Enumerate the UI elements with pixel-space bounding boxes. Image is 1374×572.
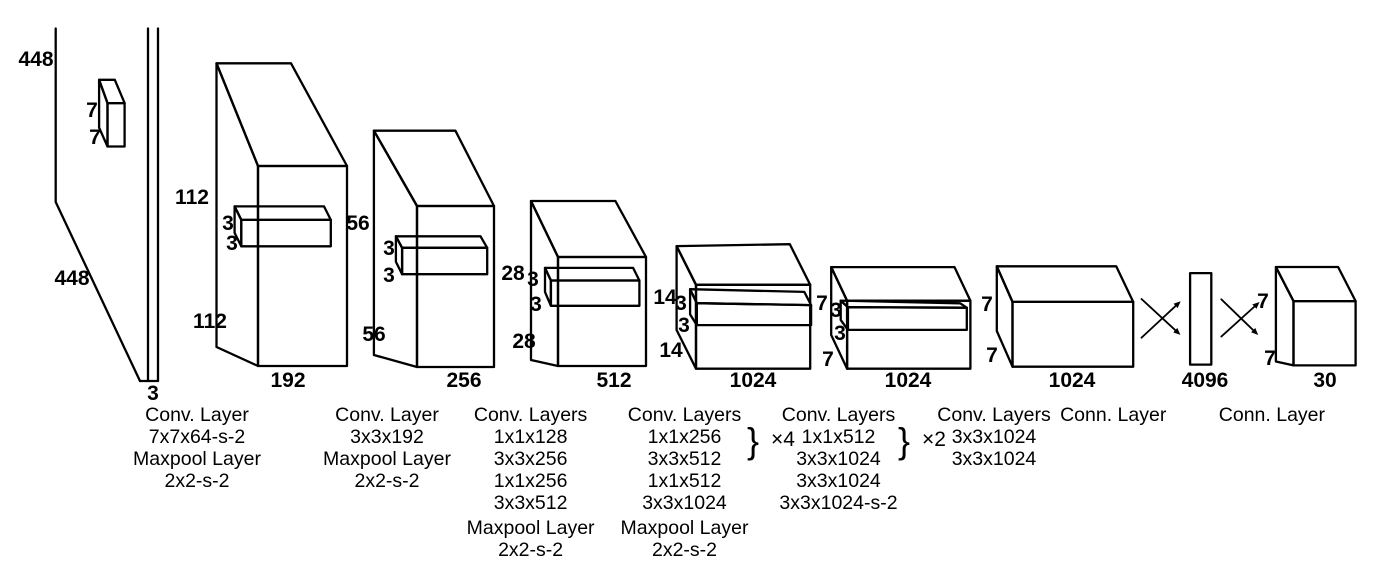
svg-text:}: }: [747, 420, 759, 461]
svg-text:7: 7: [89, 126, 101, 149]
svg-text:3x3x256: 3x3x256: [494, 448, 568, 470]
svg-text:2x2-s-2: 2x2-s-2: [498, 539, 563, 561]
svg-text:Conv. Layers: Conv. Layers: [628, 404, 742, 426]
svg-text:3x3x1024: 3x3x1024: [952, 448, 1037, 470]
svg-text:Conv. Layer: Conv. Layer: [145, 404, 249, 426]
svg-text:448: 448: [18, 48, 53, 71]
svg-text:1024: 1024: [730, 369, 777, 392]
svg-text:Conn. Layer: Conn. Layer: [1060, 404, 1167, 426]
svg-text:3: 3: [675, 292, 687, 315]
svg-text:3: 3: [830, 299, 842, 322]
svg-text:28: 28: [512, 330, 536, 353]
svg-text:3: 3: [383, 237, 395, 260]
svg-text:3: 3: [527, 268, 539, 291]
svg-text:1x1x256: 1x1x256: [648, 426, 722, 448]
svg-text:×2: ×2: [922, 428, 946, 451]
svg-text:7x7x64-s-2: 7x7x64-s-2: [149, 426, 245, 448]
svg-text:Conv. Layers: Conv. Layers: [474, 404, 588, 426]
svg-text:Conn. Layer: Conn. Layer: [1219, 404, 1326, 426]
svg-text:2x2-s-2: 2x2-s-2: [164, 470, 229, 492]
svg-text:Conv. Layers: Conv. Layers: [937, 404, 1051, 426]
svg-text:3: 3: [226, 232, 238, 255]
svg-text:2x2-s-2: 2x2-s-2: [652, 539, 717, 561]
svg-text:1024: 1024: [885, 369, 932, 392]
svg-text:Maxpool Layer: Maxpool Layer: [467, 517, 595, 539]
svg-text:3: 3: [383, 264, 395, 287]
svg-text:2x2-s-2: 2x2-s-2: [354, 470, 419, 492]
svg-text:7: 7: [1264, 347, 1276, 370]
svg-text:}: }: [898, 420, 910, 461]
svg-text:4096: 4096: [1182, 369, 1229, 392]
svg-text:7: 7: [986, 344, 998, 367]
svg-text:1024: 1024: [1049, 369, 1096, 392]
svg-text:7: 7: [816, 292, 828, 315]
svg-text:1x1x128: 1x1x128: [494, 426, 568, 448]
svg-text:7: 7: [981, 293, 993, 316]
svg-text:14: 14: [653, 286, 677, 309]
svg-text:3x3x1024: 3x3x1024: [796, 448, 881, 470]
svg-text:Maxpool Layer: Maxpool Layer: [621, 517, 749, 539]
svg-text:3: 3: [530, 293, 542, 316]
svg-text:1x1x256: 1x1x256: [494, 470, 568, 492]
svg-text:112: 112: [175, 186, 209, 209]
svg-text:Conv. Layer: Conv. Layer: [335, 404, 439, 426]
svg-text:3x3x512: 3x3x512: [494, 492, 568, 514]
svg-text:192: 192: [270, 369, 305, 392]
svg-text:3x3x1024-s-2: 3x3x1024-s-2: [779, 492, 897, 514]
svg-text:Conv. Layers: Conv. Layers: [782, 404, 896, 426]
svg-text:Maxpool Layer: Maxpool Layer: [133, 448, 261, 470]
svg-text:512: 512: [596, 369, 631, 392]
svg-text:3x3x192: 3x3x192: [350, 426, 424, 448]
svg-text:56: 56: [362, 323, 385, 346]
svg-text:3: 3: [147, 382, 159, 405]
svg-text:448: 448: [54, 267, 89, 290]
svg-text:3x3x1024: 3x3x1024: [796, 470, 881, 492]
svg-text:3: 3: [678, 314, 690, 337]
svg-text:1x1x512: 1x1x512: [802, 426, 876, 448]
svg-text:256: 256: [446, 369, 481, 392]
svg-text:×4: ×4: [771, 428, 795, 451]
svg-text:3x3x1024: 3x3x1024: [642, 492, 727, 514]
svg-text:56: 56: [346, 212, 369, 235]
svg-text:Maxpool Layer: Maxpool Layer: [323, 448, 451, 470]
svg-text:7: 7: [822, 348, 834, 371]
svg-text:30: 30: [1313, 369, 1336, 392]
svg-text:7: 7: [1257, 290, 1269, 313]
svg-text:3: 3: [834, 322, 846, 345]
svg-text:3x3x512: 3x3x512: [648, 448, 722, 470]
svg-text:1x1x512: 1x1x512: [648, 470, 722, 492]
svg-text:112: 112: [193, 310, 227, 333]
svg-text:3x3x1024: 3x3x1024: [952, 426, 1037, 448]
svg-text:7: 7: [86, 99, 98, 122]
svg-text:28: 28: [501, 262, 525, 285]
svg-text:14: 14: [659, 339, 683, 362]
